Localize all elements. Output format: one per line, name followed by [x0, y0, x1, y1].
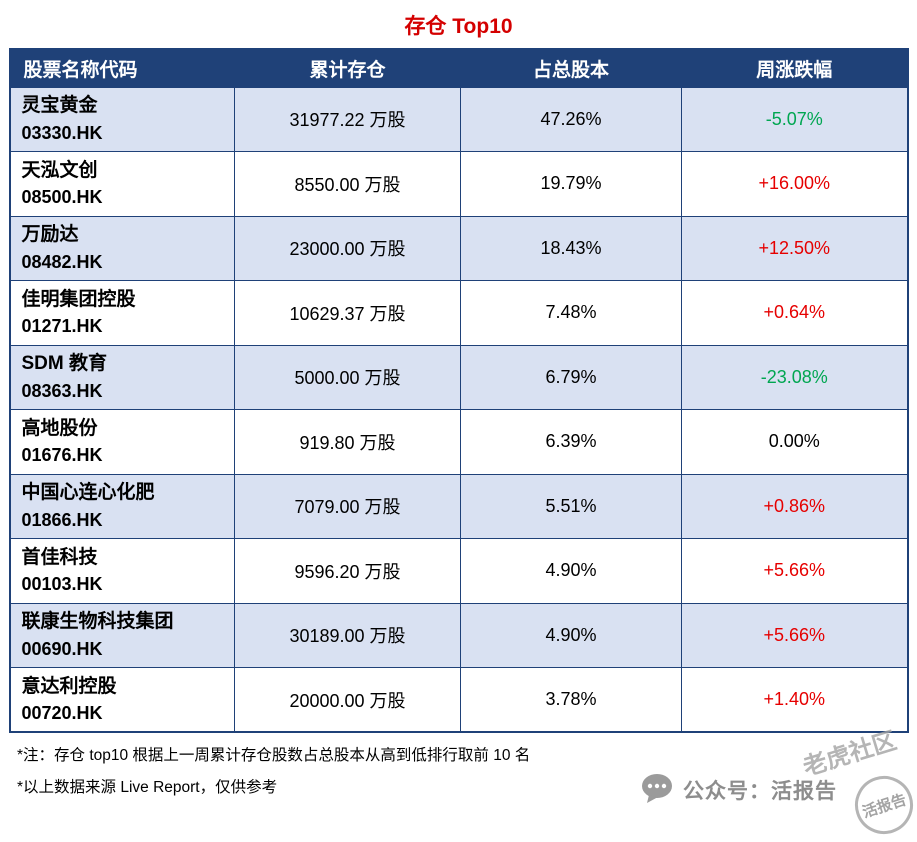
stock-name: 中国心连心化肥	[21, 482, 155, 504]
stock-code: 03330.HK	[21, 122, 103, 143]
stock-name: 天泓文创	[21, 159, 98, 181]
cumulative-position: 31977.22 万股	[234, 86, 461, 152]
stock-cell: 高地股份 01676.HK	[9, 409, 235, 475]
stock-code: 08500.HK	[21, 187, 103, 208]
stock-code: 01866.HK	[21, 509, 103, 530]
table-row: 首佳科技 00103.HK 9596.20 万股 4.90% +5.66%	[9, 538, 908, 604]
stock-cell: 灵宝黄金 03330.HK	[9, 86, 235, 152]
note-ranking-rule: *注：存仓 top10 根据上一周累计存仓股数占总股本从高到低排行取前 10 名	[17, 747, 531, 764]
pct-of-total: 47.26%	[460, 86, 682, 152]
stock-name: 联康生物科技集团	[21, 611, 174, 633]
stock-name: 高地股份	[21, 417, 98, 439]
weekly-change: 0.00%	[681, 409, 908, 475]
stock-cell: 联康生物科技集团 00690.HK	[9, 602, 235, 668]
weekly-change: +12.50%	[681, 215, 908, 281]
stock-cell: 万励达 08482.HK	[9, 215, 235, 281]
watermark-account-label: 公众号：活报告	[683, 780, 837, 803]
pct-of-total: 6.79%	[460, 344, 682, 410]
stock-name: 万励达	[21, 224, 79, 246]
stock-cell: 中国心连心化肥 01866.HK	[9, 473, 235, 539]
stock-code: 08482.HK	[21, 251, 103, 272]
table-row: 天泓文创 08500.HK 8550.00 万股 19.79% +16.00%	[9, 151, 908, 217]
pct-of-total: 4.90%	[460, 538, 682, 604]
weekly-change: +1.40%	[681, 667, 908, 733]
note-data-source: *以上数据来源 Live Report，仅供参考	[17, 779, 278, 796]
stock-cell: 天泓文创 08500.HK	[9, 151, 235, 217]
cumulative-position: 8550.00 万股	[234, 151, 461, 217]
stock-name: 首佳科技	[21, 546, 98, 568]
stock-code: 00690.HK	[21, 638, 103, 659]
cumulative-position: 919.80 万股	[234, 409, 461, 475]
stock-code: 00720.HK	[21, 703, 103, 724]
stock-code: 01271.HK	[21, 316, 103, 337]
cumulative-position: 9596.20 万股	[234, 538, 461, 604]
stock-cell: 意达利控股 00720.HK	[9, 667, 235, 733]
table-row: 灵宝黄金 03330.HK 31977.22 万股 47.26% -5.07%	[9, 86, 908, 152]
stock-cell: SDM 教育 08363.HK	[9, 344, 235, 410]
pct-of-total: 7.48%	[460, 280, 682, 346]
pct-of-total: 19.79%	[460, 151, 682, 217]
stock-name: SDM 教育	[21, 353, 108, 375]
table-row: 中国心连心化肥 01866.HK 7079.00 万股 5.51% +0.86%	[9, 473, 908, 539]
weekly-change: -5.07%	[681, 86, 908, 152]
cumulative-position: 10629.37 万股	[234, 280, 461, 346]
watermark-stamp: 活报告	[847, 768, 917, 842]
cumulative-position: 23000.00 万股	[234, 215, 461, 281]
stock-cell: 首佳科技 00103.HK	[9, 538, 235, 604]
top10-table: 股票名称代码 累计存仓 占总股本 周涨跌幅 灵宝黄金 03330.HK 3197…	[8, 48, 909, 733]
cumulative-position: 7079.00 万股	[234, 473, 461, 539]
chat-bubble-icon	[641, 773, 675, 810]
pct-of-total: 18.43%	[460, 215, 682, 281]
table-row: SDM 教育 08363.HK 5000.00 万股 6.79% -23.08%	[9, 344, 908, 410]
cumulative-position: 30189.00 万股	[234, 602, 461, 668]
table-body: 灵宝黄金 03330.HK 31977.22 万股 47.26% -5.07% …	[9, 86, 908, 733]
pct-of-total: 6.39%	[460, 409, 682, 475]
header-row: 股票名称代码 累计存仓 占总股本 周涨跌幅	[9, 48, 908, 88]
weekly-change: +0.64%	[681, 280, 908, 346]
header-weekly-change: 周涨跌幅	[681, 48, 908, 88]
weekly-change: +5.66%	[681, 602, 908, 668]
header-cumulative-position: 累计存仓	[234, 48, 461, 88]
table-row: 万励达 08482.HK 23000.00 万股 18.43% +12.50%	[9, 215, 908, 281]
report-page: 存仓 Top10 股票名称代码 累计存仓 占总股本 周涨跌幅 灵宝黄金 0333…	[0, 10, 917, 842]
table-row: 佳明集团控股 01271.HK 10629.37 万股 7.48% +0.64%	[9, 280, 908, 346]
pct-of-total: 3.78%	[460, 667, 682, 733]
watermark-stamp-text: 活报告	[860, 790, 909, 821]
cumulative-position: 5000.00 万股	[234, 344, 461, 410]
pct-of-total: 4.90%	[460, 602, 682, 668]
table-row: 高地股份 01676.HK 919.80 万股 6.39% 0.00%	[9, 409, 908, 475]
stock-code: 01676.HK	[21, 445, 103, 466]
page-title: 存仓 Top10	[404, 15, 513, 38]
header-pct-of-total: 占总股本	[460, 48, 682, 88]
table-row: 联康生物科技集团 00690.HK 30189.00 万股 4.90% +5.6…	[9, 602, 908, 668]
stock-name: 佳明集团控股	[21, 288, 136, 310]
stock-name: 灵宝黄金	[21, 95, 98, 117]
weekly-change: +16.00%	[681, 151, 908, 217]
stock-code: 00103.HK	[21, 574, 103, 595]
stock-cell: 佳明集团控股 01271.HK	[9, 280, 235, 346]
weekly-change: +5.66%	[681, 538, 908, 604]
weekly-change: -23.08%	[681, 344, 908, 410]
header-stock-name-code: 股票名称代码	[9, 48, 235, 88]
cumulative-position: 20000.00 万股	[234, 667, 461, 733]
pct-of-total: 5.51%	[460, 473, 682, 539]
weekly-change: +0.86%	[681, 473, 908, 539]
watermark: 公众号：活报告 老虎社区 活报告	[641, 727, 917, 842]
stock-code: 08363.HK	[21, 380, 103, 401]
stock-name: 意达利控股	[21, 675, 117, 697]
table-row: 意达利控股 00720.HK 20000.00 万股 3.78% +1.40%	[9, 667, 908, 733]
